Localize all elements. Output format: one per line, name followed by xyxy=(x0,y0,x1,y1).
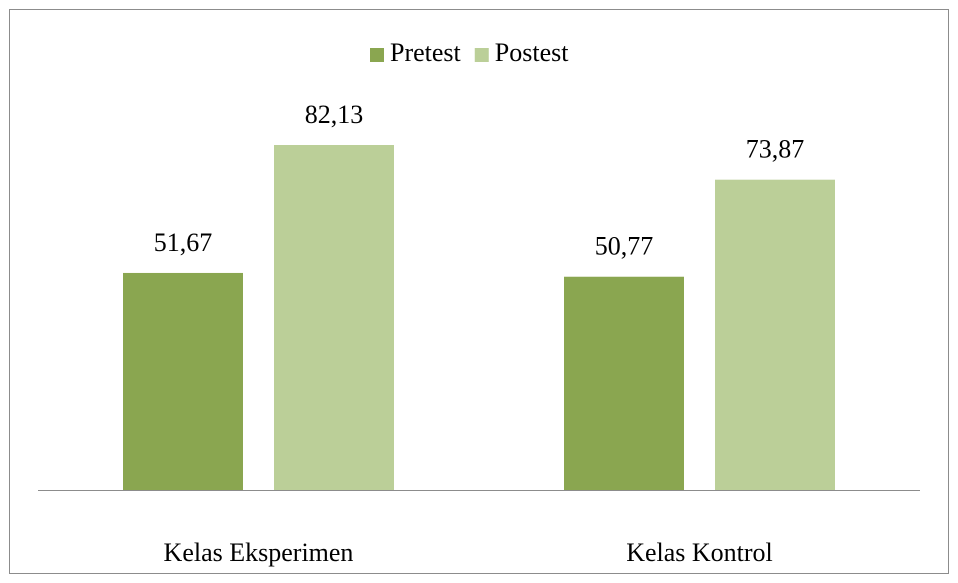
data-label: 50,77 xyxy=(595,232,654,261)
bar xyxy=(123,272,243,490)
legend-label: Pretest xyxy=(390,38,462,67)
x-tick-label: Kelas Eksperimen xyxy=(164,538,354,567)
bar xyxy=(715,179,835,490)
x-tick-label: Kelas Kontrol xyxy=(626,538,773,567)
data-label: 82,13 xyxy=(305,100,364,129)
data-label: 73,87 xyxy=(746,135,805,164)
legend-swatch xyxy=(370,48,384,62)
bar xyxy=(274,145,394,490)
legend-label: Postest xyxy=(495,38,569,67)
bar xyxy=(564,276,684,490)
data-label: 51,67 xyxy=(154,228,213,257)
legend-swatch xyxy=(474,48,489,62)
